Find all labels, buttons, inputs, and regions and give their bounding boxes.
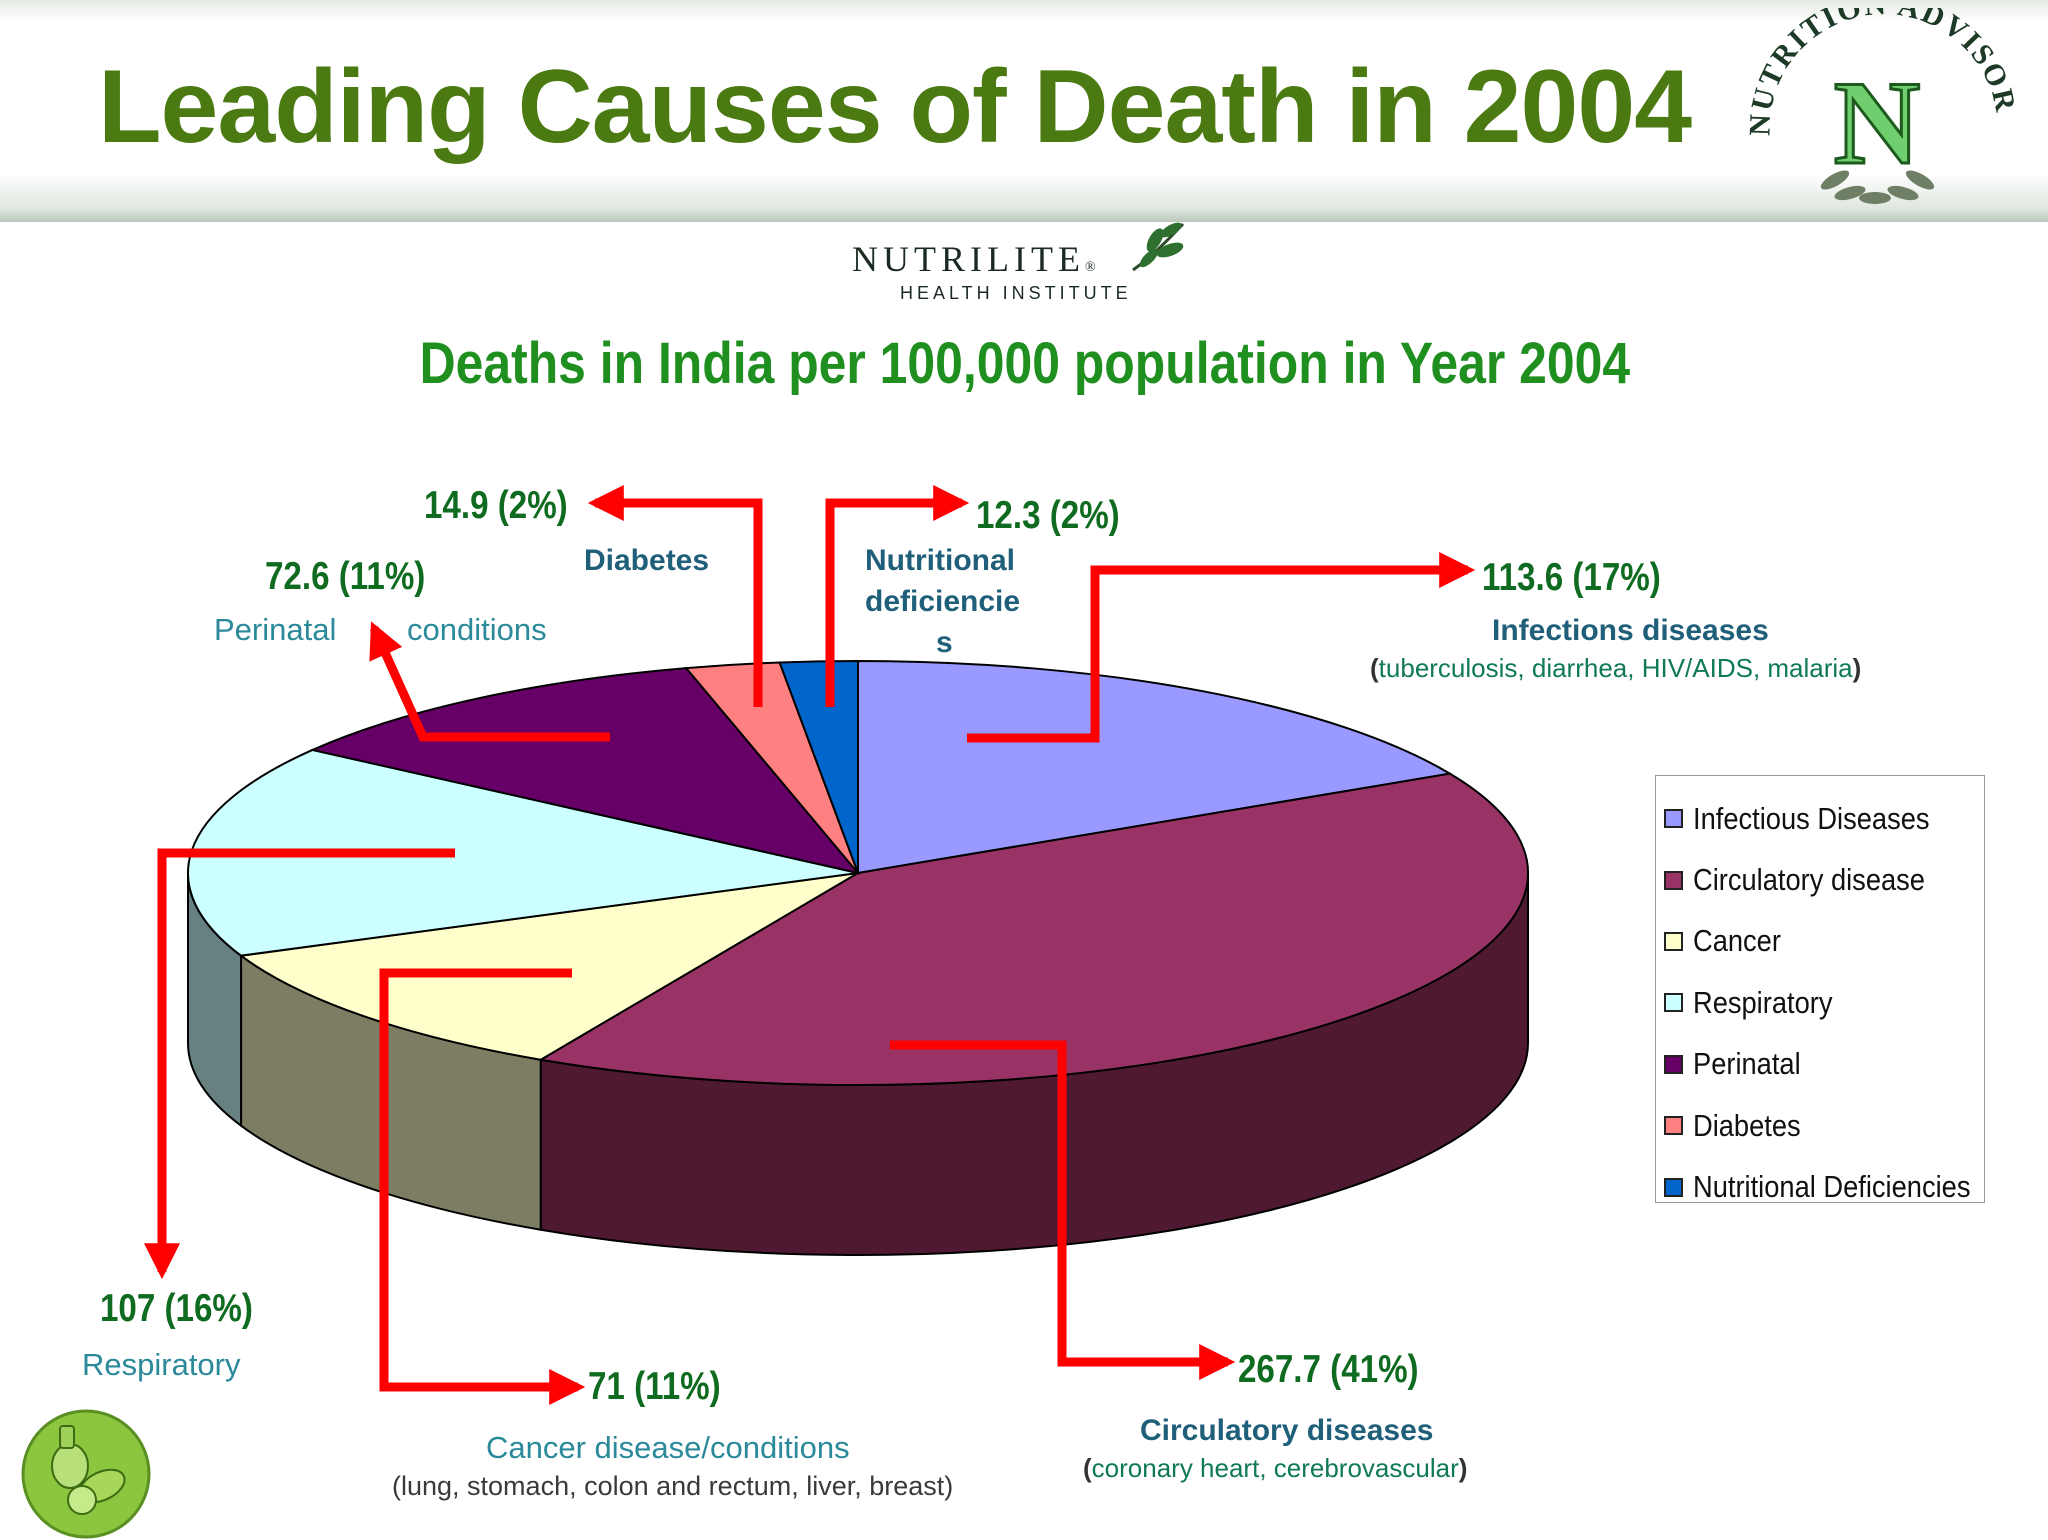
advisor-letter: N <box>1834 56 1921 189</box>
pie-slice-nutritional-deficiencies <box>778 659 859 874</box>
legend-label: Infectious Diseases <box>1693 800 1930 836</box>
respiratory-name-label: Respiratory <box>82 1347 241 1382</box>
food-basket-icon <box>21 1409 151 1539</box>
infectious-connector <box>967 552 1476 743</box>
circulatory-name-label: Circulatory diseases <box>1140 1414 1434 1447</box>
perinatal-name-label-a: Perinatal <box>214 612 337 647</box>
cancer-value-label: 71 (11%) <box>588 1365 721 1408</box>
callout-lines <box>144 485 1476 1405</box>
legend-item: Perinatal <box>1664 1034 1984 1095</box>
nutritional-name-line3: s <box>936 626 953 659</box>
pie-top-group <box>187 659 1529 1086</box>
legend-item: Infectious Diseases <box>1664 788 1984 849</box>
slide-title: Leading Causes of Death in 2004 <box>98 49 1692 165</box>
legend-swatch <box>1664 1054 1683 1074</box>
pie-slice-perinatal <box>309 667 861 875</box>
cancer-connector <box>379 968 586 1405</box>
cancer-desc-label: (lung, stomach, colon and rectum, liver,… <box>392 1471 954 1501</box>
brand-name: NUTRILITE® <box>852 239 1096 279</box>
infectious-name-label: Infections diseases <box>1492 614 1769 647</box>
pie-side-group <box>187 872 1529 1256</box>
legend-item: Cancer <box>1664 911 1984 972</box>
pie-slice-infectious-diseases <box>857 659 1453 875</box>
chart-title: Deaths in India per 100,000 population i… <box>419 331 1631 396</box>
legend-swatch <box>1664 993 1683 1013</box>
pie-slice-circulatory-disease <box>537 772 1529 1086</box>
nutritional-connector <box>825 485 970 707</box>
legend-item: Diabetes <box>1664 1095 1984 1156</box>
respiratory-value-label: 107 (16%) <box>100 1287 253 1330</box>
legend-swatch <box>1664 809 1683 829</box>
leaf-icon <box>1132 222 1185 272</box>
legend-swatch <box>1664 931 1683 951</box>
perinatal-name-label-b: conditions <box>407 612 547 647</box>
nutritional-name-line2: deficiencie <box>865 585 1021 618</box>
title-band <box>0 0 2048 222</box>
nutrition-advisor-logo: NUTRITION ADVISOR N <box>1743 8 2020 204</box>
circulatory-connector <box>890 1040 1236 1380</box>
legend-label: Circulatory disease <box>1693 862 1925 898</box>
chart-legend: Infectious Diseases Circulatory disease … <box>1655 775 1985 1204</box>
legend-label: Cancer <box>1693 923 1781 959</box>
perinatal-value-label: 72.6 (11%) <box>265 555 426 598</box>
legend-label: Nutritional Deficiencies <box>1693 1169 1971 1205</box>
legend-swatch <box>1664 870 1683 890</box>
infectious-desc-label: (tuberculosis, diarrhea, HIV/AIDS, malar… <box>1370 653 1862 683</box>
legend-item: Respiratory <box>1664 972 1984 1033</box>
diabetes-value-label: 14.9 (2%) <box>424 484 568 527</box>
brand-subtitle: HEALTH INSTITUTE <box>900 283 1132 303</box>
legend-swatch <box>1664 1116 1683 1136</box>
legend-item: Nutritional Deficiencies <box>1664 1156 1984 1217</box>
circulatory-value-label: 267.7 (41%) <box>1238 1348 1419 1391</box>
cancer-name-label: Cancer disease/conditions <box>486 1430 850 1465</box>
respiratory-connector <box>144 848 455 1280</box>
pie-slice-cancer <box>238 872 859 1061</box>
legend-label: Diabetes <box>1693 1107 1801 1143</box>
legend-swatch <box>1664 1177 1683 1197</box>
legend-item: Circulatory disease <box>1664 849 1984 910</box>
circulatory-desc-label: (coronary heart, cerebrovascular) <box>1083 1453 1468 1483</box>
perinatal-connector <box>369 621 610 742</box>
laurel-icon <box>1820 170 1935 204</box>
legend-label: Respiratory <box>1693 984 1833 1020</box>
diabetes-connector <box>587 485 763 707</box>
nutritional-name-line1: Nutritional <box>865 544 1015 577</box>
legend-label: Perinatal <box>1693 1046 1801 1082</box>
nutritional-value-label: 12.3 (2%) <box>976 494 1120 537</box>
diabetes-name-label: Diabetes <box>584 544 710 577</box>
infectious-value-label: 113.6 (17%) <box>1482 556 1661 599</box>
